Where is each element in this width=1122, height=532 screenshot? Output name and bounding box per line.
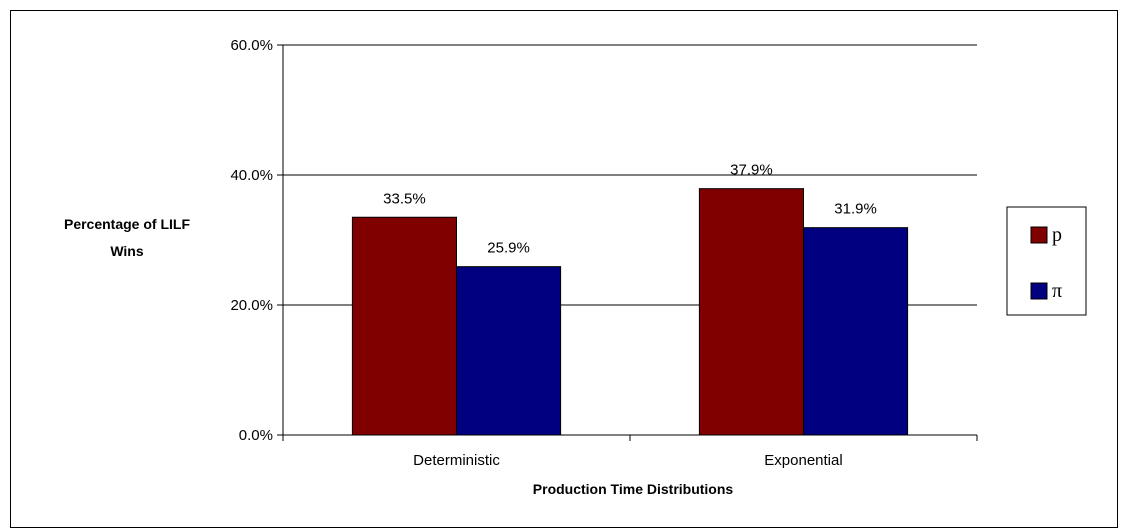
bar	[803, 227, 909, 436]
y-tick-label: 20.0%	[230, 297, 273, 314]
legend-label-pi: π	[1052, 280, 1062, 302]
data-label: 33.5%	[383, 190, 426, 207]
y-axis-title-line-2: Wins	[110, 243, 144, 259]
data-label: 25.9%	[487, 240, 530, 257]
axes	[277, 44, 978, 441]
legend-swatch-p	[1030, 226, 1048, 244]
legend: p π	[1006, 206, 1087, 316]
x-axis-title: Production Time Distributions	[533, 481, 734, 497]
y-tick-label: 40.0%	[230, 167, 273, 184]
data-label: 37.9%	[730, 162, 773, 179]
bar	[351, 216, 457, 436]
y-tick-label: 0.0%	[239, 427, 273, 444]
y-tick-label: 60.0%	[230, 37, 273, 54]
data-label: 31.9%	[834, 201, 877, 218]
x-tick-label: Deterministic	[413, 452, 500, 469]
bar-chart: 0.0% 20.0% 40.0% 60.0% 33.5% 25.9% Determinist…	[64, 37, 1087, 497]
bar	[456, 266, 562, 436]
chart-frame: 0.0% 20.0% 40.0% 60.0% 33.5% 25.9% Determinist…	[10, 10, 1118, 528]
labels: 0.0% 20.0% 40.0% 60.0% 33.5% 25.9% Determinist…	[230, 37, 876, 469]
bars	[351, 188, 909, 436]
y-axis-title-line-1: Percentage of LILF	[64, 216, 190, 232]
bar	[698, 188, 805, 436]
legend-label-p: p	[1052, 224, 1062, 246]
x-tick-label: Exponential	[764, 452, 842, 469]
legend-swatch-pi	[1030, 282, 1048, 300]
